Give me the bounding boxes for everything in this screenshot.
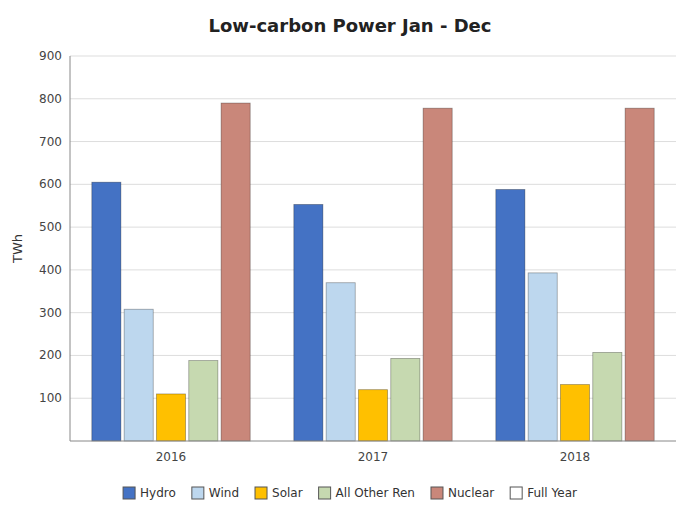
grid-line [70,312,676,313]
legend-label: Solar [272,486,303,500]
bar [358,390,387,441]
legend-label: Hydro [140,486,176,500]
x-tick-label: 2018 [560,450,591,464]
chart: Low-carbon Power Jan - Dec 100 200 300 400 50… [0,0,700,531]
legend: Hydro Wind Solar All Other Ren Nuclear Full Y… [123,486,577,500]
title: Low-carbon Power Jan - Dec [209,15,492,36]
bar [189,361,218,441]
y-tick-label: 400 [39,263,62,277]
legend-swatch [255,487,267,499]
x-axis-line [70,441,676,442]
bar [294,204,323,441]
legend-swatch [123,487,135,499]
bar [423,108,452,441]
y-tick-label: 200 [39,348,62,362]
legend-label: All Other Ren [336,486,415,500]
bar [625,108,654,441]
grid-line [70,227,676,228]
grid-line [70,184,676,185]
x-tick-label: 2017 [358,450,389,464]
y-tick-label: 800 [39,92,62,106]
y-axis-label: TWh [10,234,25,264]
legend-swatch [431,487,443,499]
y-tick-label: 500 [39,220,62,234]
bar [92,182,121,441]
bar [156,394,185,441]
bar [496,189,525,441]
x-tick-label: 2016 [156,450,187,464]
y-tick-label: 100 [39,391,62,405]
legend-swatch [510,487,522,499]
y-tick-label: 900 [39,49,62,63]
legend-label: Full Year [527,486,577,500]
y-tick-label: 300 [39,306,62,320]
legend-label: Wind [209,486,239,500]
bar [124,309,153,441]
grid-line [70,56,676,57]
grid-line [70,355,676,356]
bar [593,352,622,441]
bar [528,273,557,441]
y-tick-label: 600 [39,177,62,191]
grid-line [70,141,676,142]
legend-swatch [192,487,204,499]
bar [326,283,355,441]
legend-label: Nuclear [448,486,494,500]
bar [560,385,589,441]
y-axis-line [70,56,71,441]
bar [221,103,250,441]
grid-line [70,98,676,99]
legend-swatch [319,487,331,499]
bar [391,358,420,441]
y-tick-label: 700 [39,135,62,149]
grid-line [70,269,676,270]
